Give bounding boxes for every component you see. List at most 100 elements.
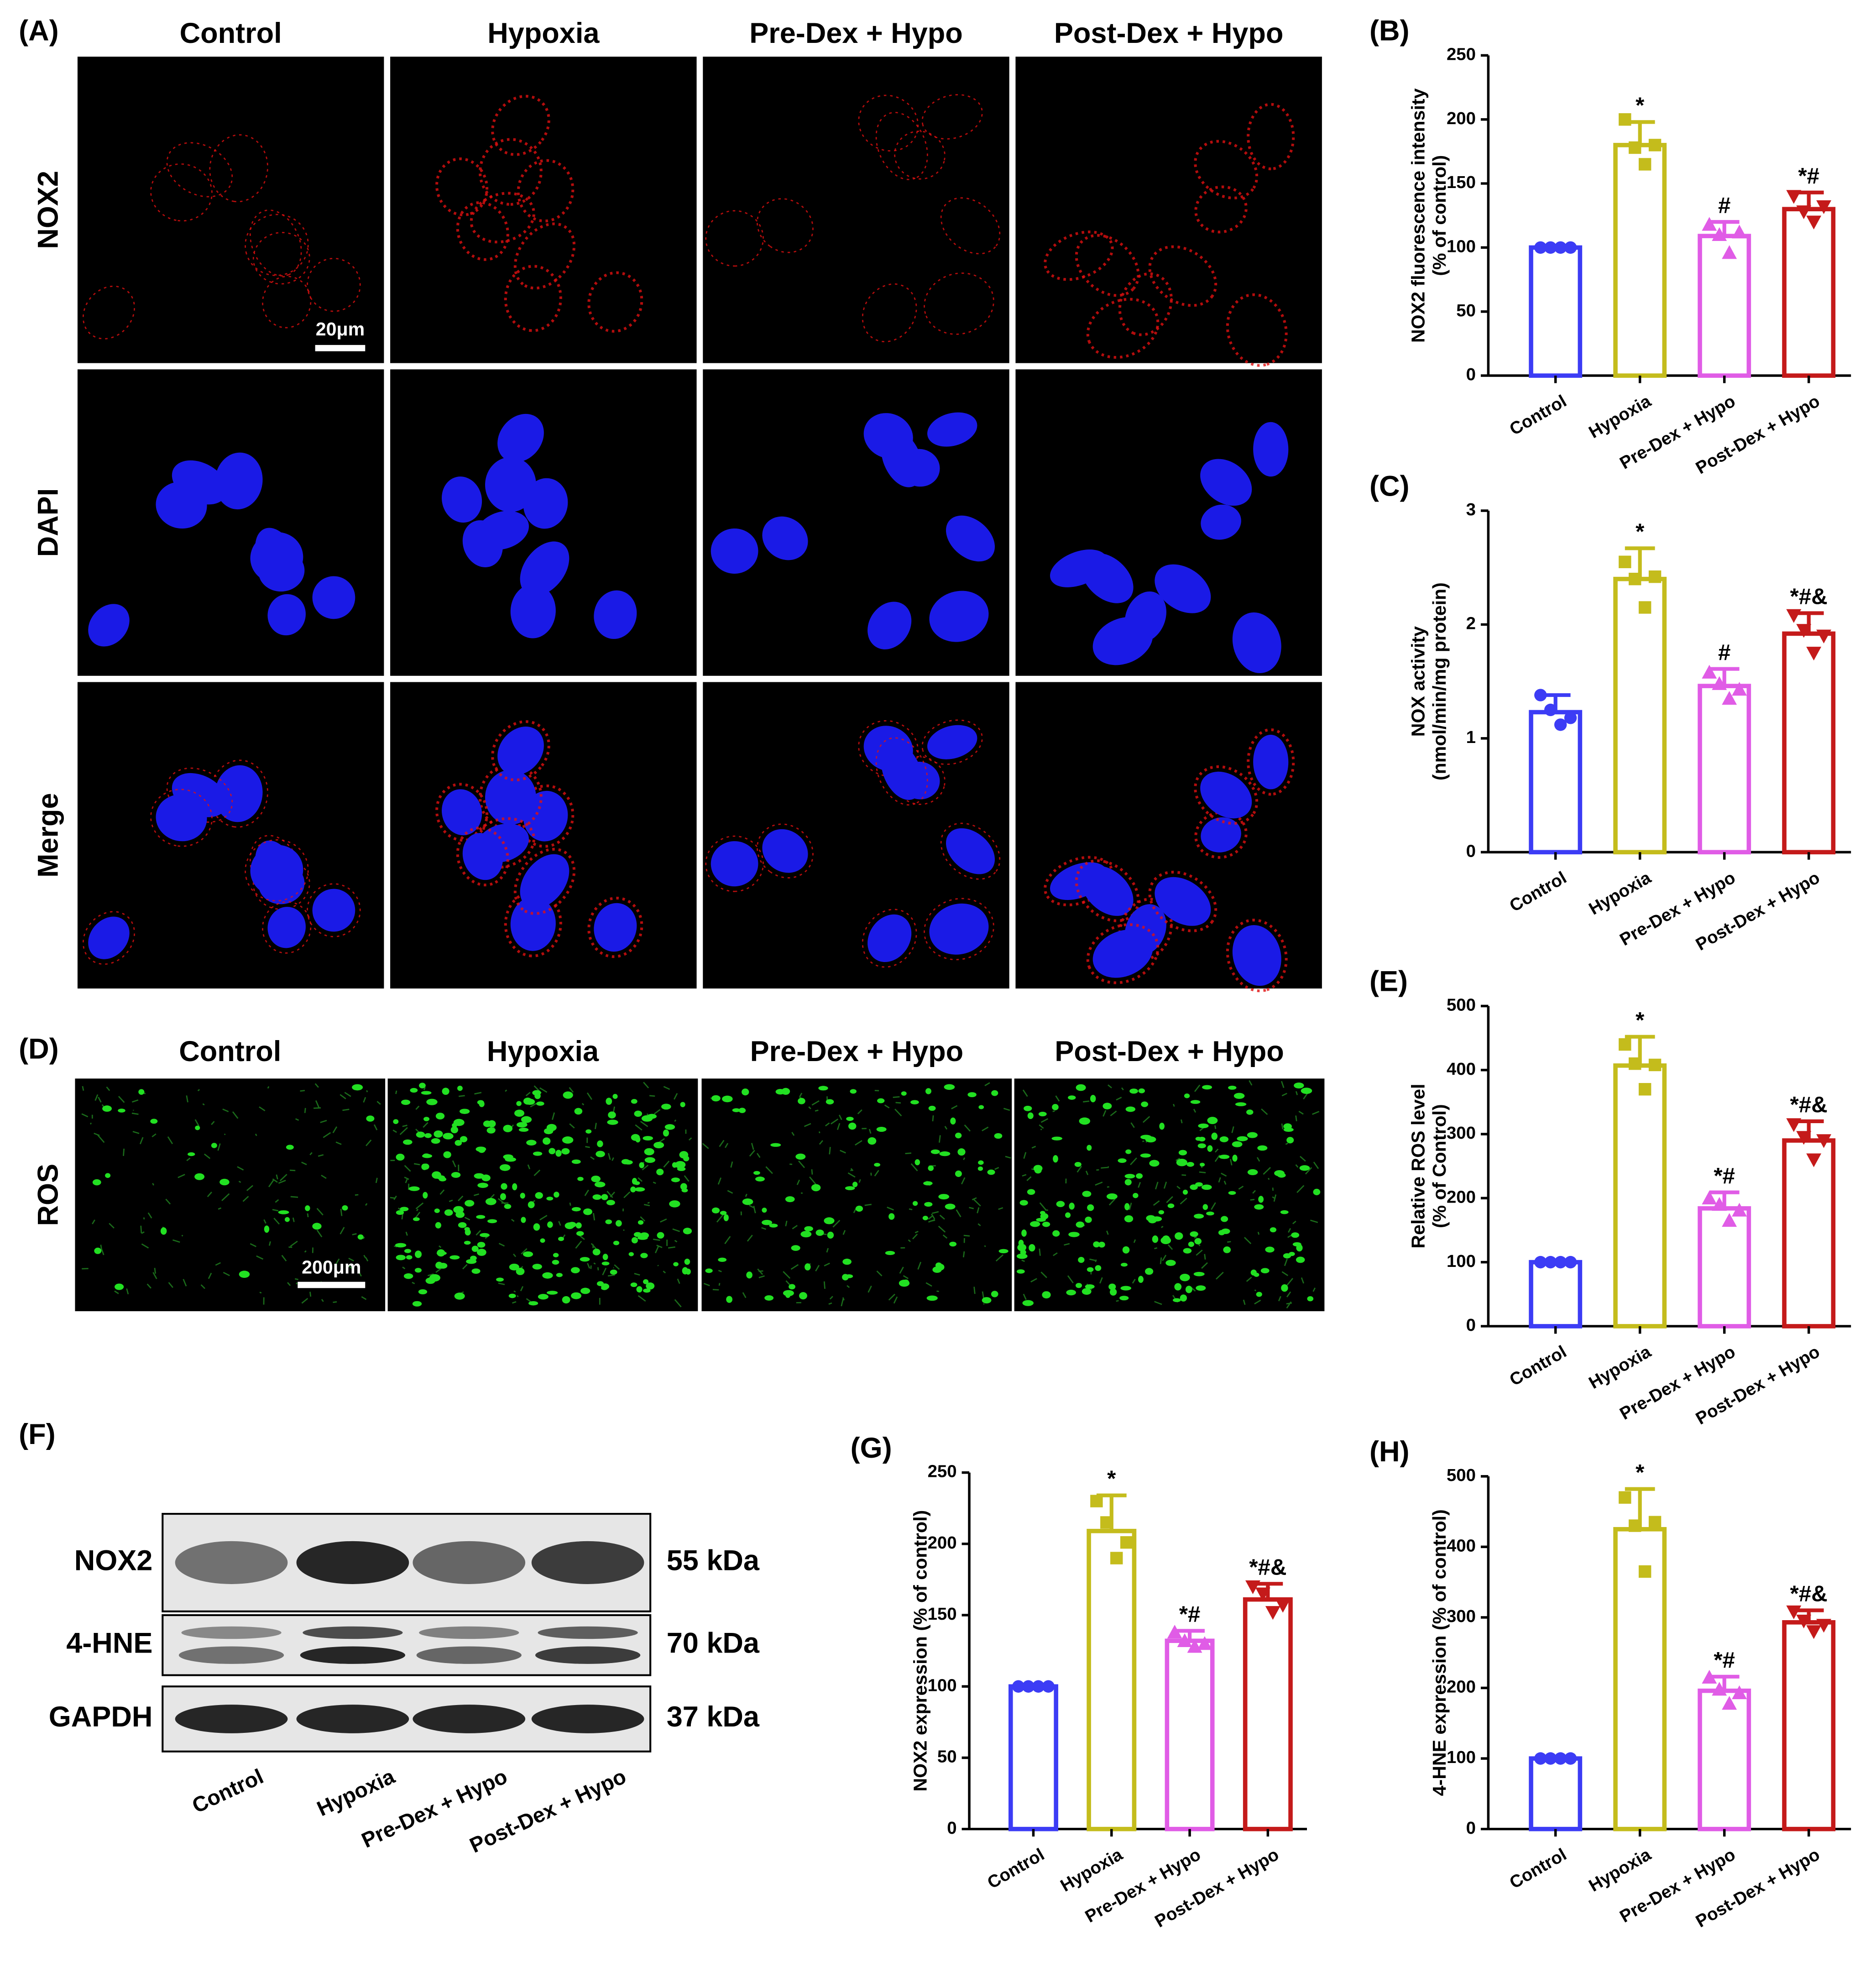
cell-faint — [476, 1230, 481, 1236]
data-point — [1619, 1038, 1631, 1051]
cell-bright — [1052, 1230, 1060, 1237]
data-point — [1629, 141, 1641, 154]
cell-bright — [1030, 1221, 1040, 1227]
cell-bright — [503, 1125, 513, 1132]
cell-bright — [443, 1151, 451, 1158]
cell-bright — [1090, 1094, 1096, 1103]
cell-faint — [825, 1122, 830, 1127]
cell-faint — [1064, 1243, 1070, 1246]
data-point — [1816, 1134, 1832, 1148]
cell-bright — [982, 1297, 992, 1304]
membrane-stain — [1044, 856, 1114, 906]
data-point — [1796, 1614, 1812, 1629]
cell-faint — [279, 1174, 287, 1182]
y-axis-label: NOX2 fluorescence intensity — [1408, 88, 1429, 343]
cell-faint — [749, 1204, 754, 1208]
cell-bright — [533, 1151, 543, 1156]
cell-faint — [152, 1183, 155, 1186]
cell-faint — [335, 1141, 342, 1145]
cell-bright — [452, 1123, 457, 1128]
significance: * — [1636, 1008, 1645, 1033]
membrane-stain — [1148, 870, 1218, 932]
band — [296, 1705, 409, 1733]
cell-faint — [474, 1092, 482, 1095]
cell-bright — [640, 1253, 648, 1258]
column-header: Hypoxia — [487, 1036, 599, 1067]
cell-faint — [815, 1265, 820, 1271]
data-point — [1796, 1131, 1812, 1145]
cell-faint — [186, 1157, 191, 1161]
cell-faint — [452, 1160, 456, 1167]
cell-faint — [363, 1097, 366, 1103]
nucleus — [927, 412, 977, 447]
cell-faint — [961, 1177, 966, 1185]
cell-faint — [749, 1150, 755, 1157]
cell-faint — [928, 1219, 935, 1223]
cell-faint — [1129, 1203, 1132, 1210]
cell-faint — [1154, 1247, 1158, 1250]
bar — [1698, 234, 1751, 378]
cell-bright — [1076, 1084, 1086, 1091]
cell-faint — [423, 1122, 429, 1128]
cell-bright — [1186, 1161, 1194, 1167]
bar — [1782, 207, 1836, 378]
cell-bright — [1283, 1123, 1292, 1130]
cell-faint — [608, 1153, 611, 1160]
data-point — [1732, 1685, 1747, 1700]
data-point — [1090, 1495, 1103, 1507]
membrane-stain — [1194, 811, 1248, 859]
cell-faint — [1103, 1110, 1107, 1117]
cell-bright — [679, 1151, 689, 1159]
cell-bright — [592, 1248, 601, 1256]
cell-bright — [1211, 1132, 1218, 1140]
cell-bright — [115, 1283, 124, 1290]
membrane-stain — [262, 901, 312, 954]
significance: *#& — [1790, 1092, 1828, 1117]
cell-bright — [950, 1117, 956, 1125]
cell-faint — [348, 1257, 354, 1262]
y-tick-label: 300 — [1447, 1123, 1476, 1143]
cell-bright — [476, 1249, 486, 1256]
cell-bright — [680, 1183, 687, 1190]
cell-faint — [558, 1221, 561, 1226]
cell-faint — [836, 1123, 841, 1130]
membrane-stain — [1226, 919, 1288, 993]
cell-faint — [1121, 1087, 1124, 1091]
cell-faint — [242, 1196, 249, 1202]
cell-faint — [513, 1290, 516, 1293]
nucleus — [711, 528, 758, 574]
cell-faint — [1162, 1255, 1167, 1261]
cell-faint — [716, 1214, 724, 1223]
data-point — [1786, 609, 1802, 623]
nucleus — [867, 914, 912, 963]
cell-bright — [1201, 1184, 1212, 1190]
data-point — [1816, 1619, 1832, 1633]
membrane-stain — [862, 909, 917, 968]
cell-faint — [375, 1177, 378, 1183]
cell-faint — [704, 1282, 710, 1287]
cell-bright — [644, 1157, 656, 1163]
cell-bright — [1159, 1123, 1165, 1130]
cell-bright — [1247, 1169, 1258, 1175]
panel-label: (A) — [19, 15, 58, 47]
cell-bright — [436, 1251, 447, 1256]
cell-faint — [1067, 1275, 1074, 1283]
cell-faint — [359, 1272, 362, 1277]
cell-bright — [848, 1122, 857, 1130]
y-axis-label: (% of Control) — [1429, 1104, 1450, 1228]
significance: *# — [1714, 1648, 1735, 1673]
cell-faint — [152, 1133, 157, 1138]
y-tick-label: 200 — [1447, 1187, 1476, 1207]
cell-bright — [723, 1214, 729, 1221]
cell-faint — [888, 1293, 895, 1301]
cell-bright — [635, 1136, 641, 1143]
cell-faint — [973, 1287, 976, 1294]
cell-bright — [608, 1111, 616, 1119]
band — [175, 1705, 288, 1733]
cell-bright — [826, 1099, 834, 1104]
data-point — [1722, 1213, 1737, 1227]
significance: *# — [1714, 1163, 1735, 1188]
membrane-stain — [209, 759, 268, 828]
